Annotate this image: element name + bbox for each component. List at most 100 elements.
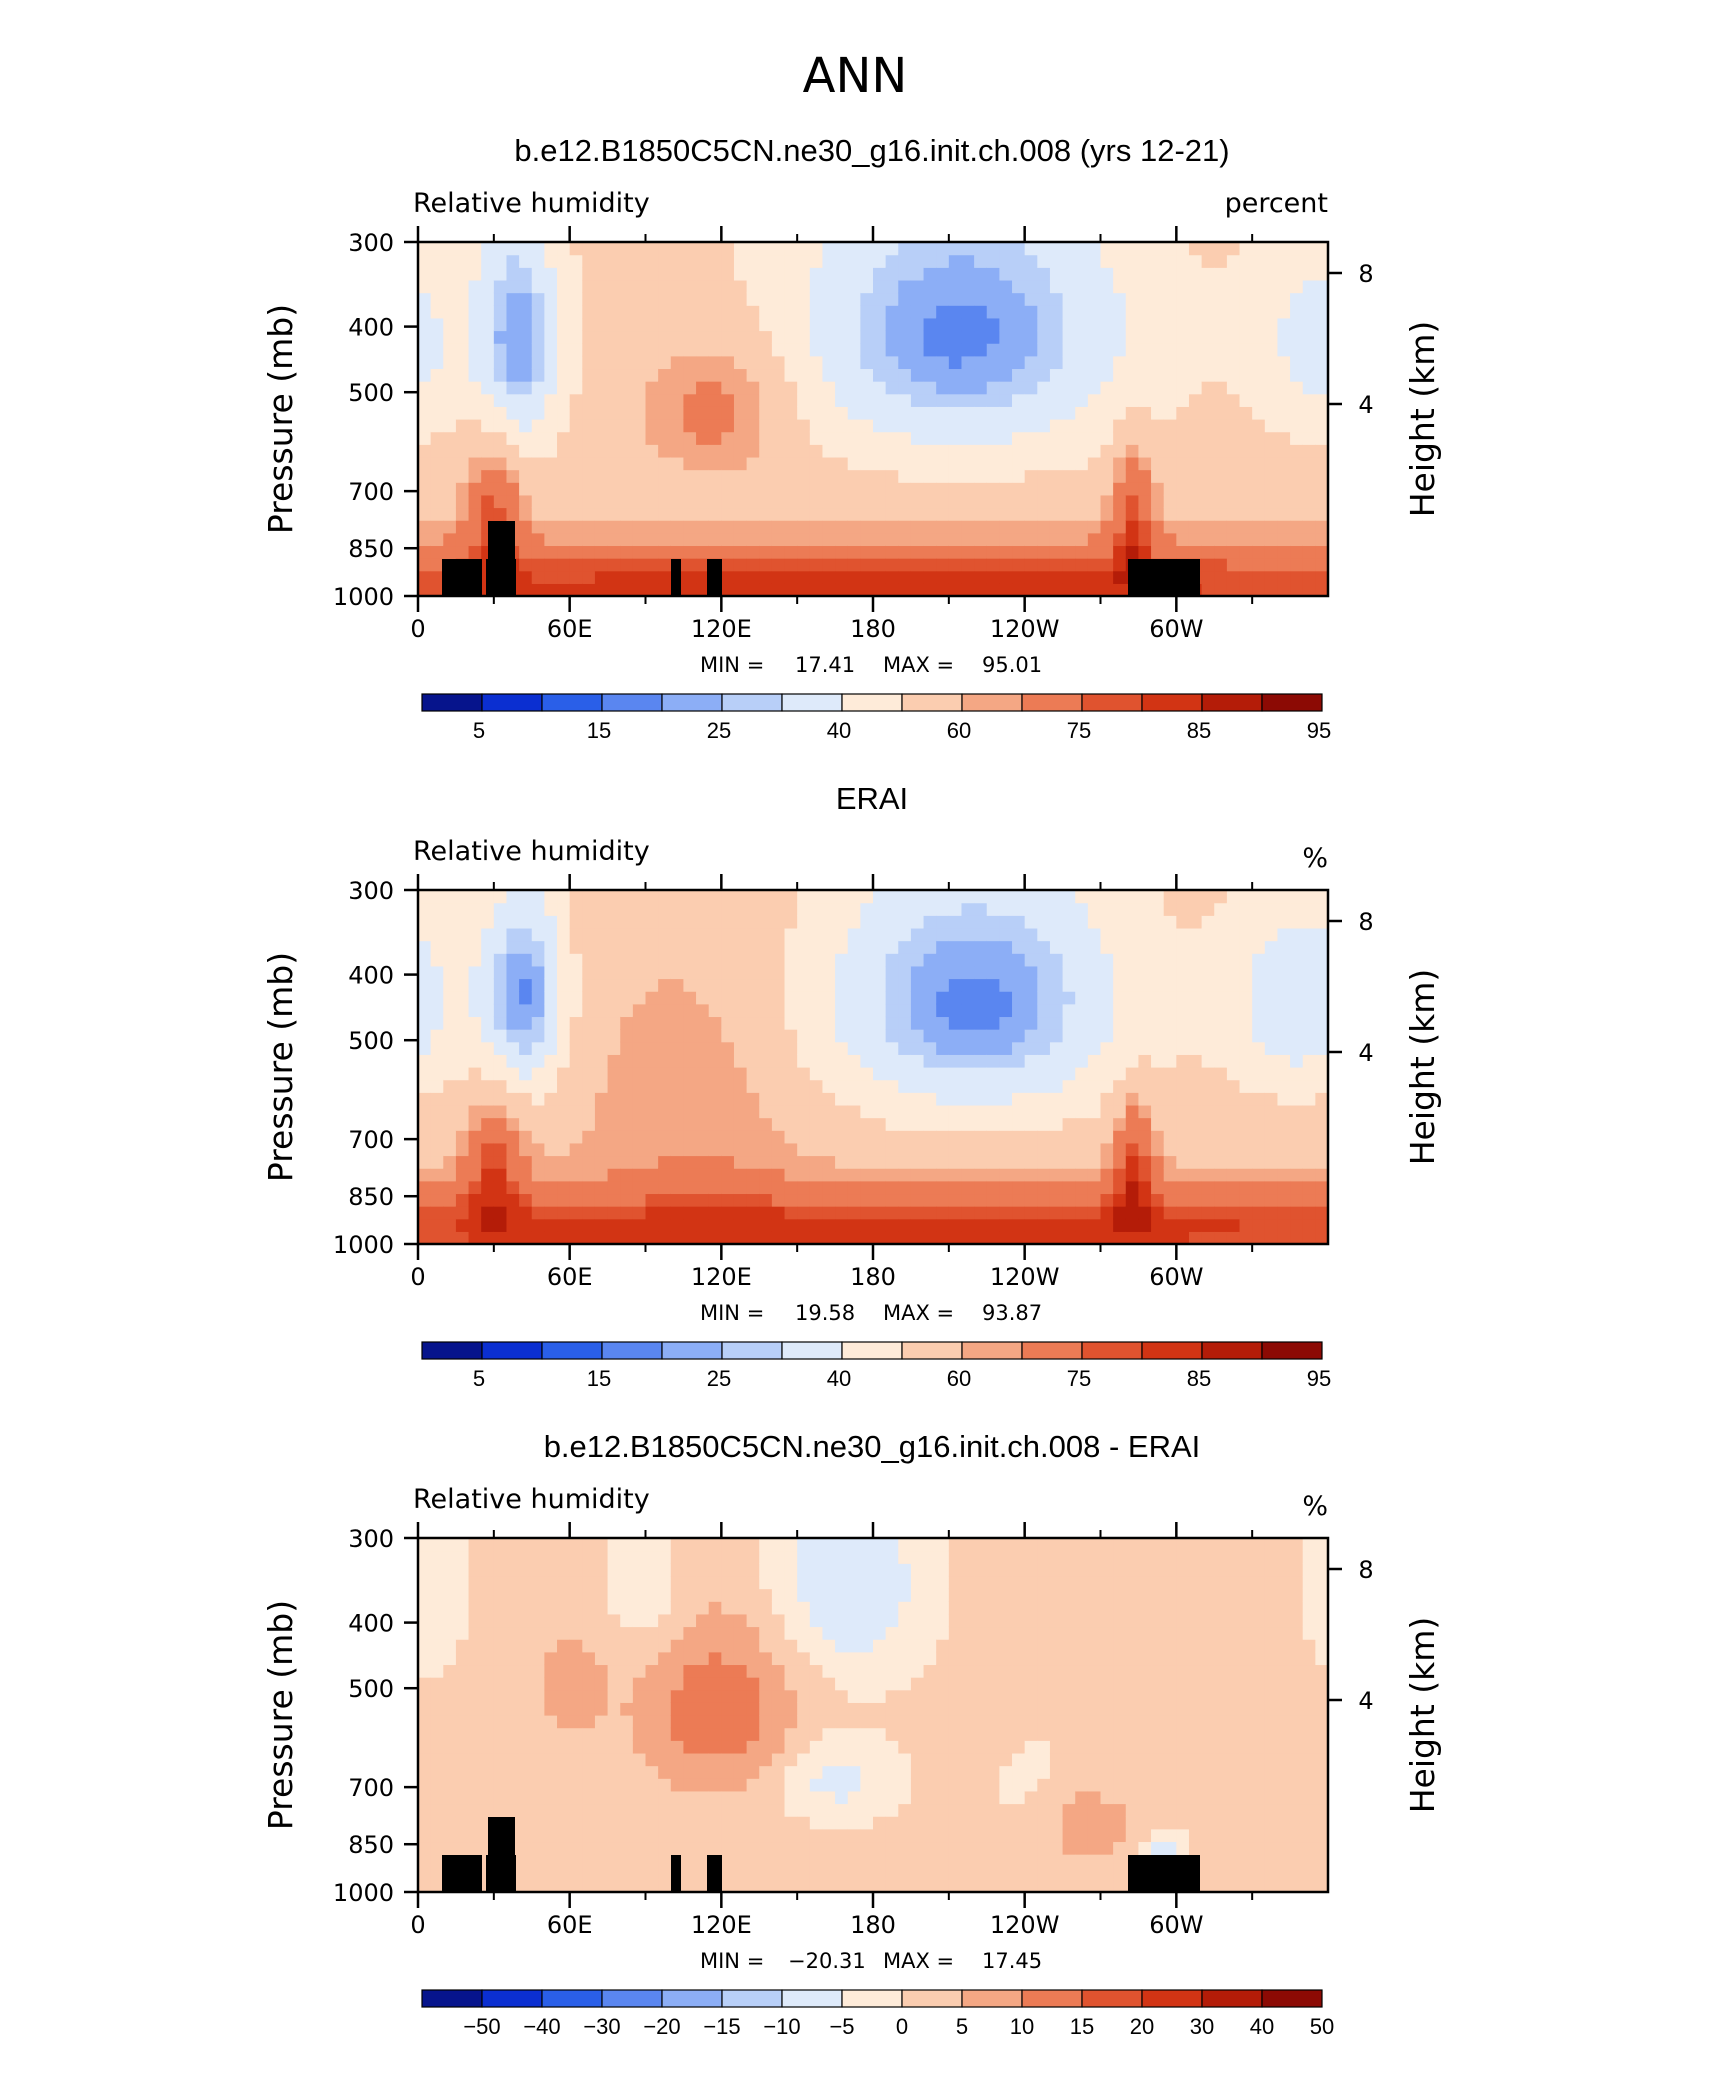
- field-cell: [455, 1790, 470, 1805]
- field-cell: [430, 1702, 444, 1716]
- field-cell: [733, 902, 748, 916]
- field-cell: [1012, 482, 1026, 496]
- field-cell: [1125, 242, 1140, 256]
- field-cell: [961, 570, 975, 584]
- field-cell: [847, 343, 861, 357]
- field-cell: [1125, 292, 1140, 306]
- field-cell: [506, 1193, 520, 1207]
- field-cell: [771, 532, 786, 547]
- field-cell: [1087, 583, 1102, 597]
- field-cell: [645, 419, 659, 433]
- field-cell: [910, 1067, 925, 1081]
- field-cell: [822, 456, 836, 471]
- field-cell: [1037, 507, 1051, 521]
- field-cell: [1302, 1130, 1316, 1144]
- field-cell: [569, 583, 583, 597]
- field-cell: [1049, 940, 1064, 954]
- field-cell: [733, 1563, 748, 1577]
- field-cell: [885, 1067, 899, 1081]
- field-cell: [923, 902, 937, 916]
- field-cell: [885, 1092, 899, 1106]
- field-cell: [531, 1016, 545, 1030]
- field-cell: [708, 1206, 722, 1220]
- field-cell: [1214, 343, 1228, 357]
- field-cell: [873, 368, 887, 382]
- field-cell: [1151, 279, 1165, 294]
- field-cell: [885, 456, 899, 471]
- field-cell: [645, 1740, 659, 1754]
- field-cell: [1201, 545, 1215, 559]
- field-cell: [1075, 368, 1089, 382]
- field-cell: [1214, 532, 1228, 547]
- field-cell: [582, 532, 596, 547]
- field-cell: [1302, 381, 1316, 395]
- field-cell: [455, 902, 470, 916]
- colorbar-label: 85: [1187, 718, 1211, 743]
- field-cell: [1062, 1041, 1076, 1055]
- field-cell: [733, 545, 748, 559]
- field-cell: [493, 1727, 508, 1741]
- field-cell: [1151, 940, 1165, 954]
- field-cell: [1138, 267, 1152, 281]
- field-cell: [721, 482, 735, 496]
- field-cell: [759, 1142, 773, 1157]
- field-cell: [443, 419, 457, 433]
- field-cell: [557, 494, 571, 509]
- field-cell: [1214, 965, 1228, 980]
- field-cell: [696, 1550, 710, 1564]
- field-cell: [594, 1193, 609, 1207]
- field-cell: [531, 1029, 545, 1043]
- field-cell: [809, 902, 824, 916]
- field-cell: [923, 532, 937, 547]
- field-cell: [1201, 507, 1215, 521]
- field-cell: [455, 545, 470, 559]
- field-cell: [620, 570, 634, 584]
- field-cell: [531, 330, 545, 344]
- field-cell: [1049, 978, 1064, 992]
- field-cell: [468, 1054, 482, 1068]
- field-cell: [835, 292, 849, 306]
- field-cell: [1163, 242, 1177, 256]
- field-cell: [670, 1029, 685, 1043]
- field-cell: [506, 1752, 520, 1767]
- field-cell: [670, 393, 685, 407]
- field-cell: [531, 1765, 545, 1779]
- field-cell: [809, 482, 824, 496]
- field-cell: [620, 991, 634, 1005]
- field-cell: [455, 1841, 470, 1855]
- field-cell: [1264, 1155, 1279, 1169]
- field-cell: [923, 393, 937, 407]
- field-cell: [1163, 330, 1177, 344]
- field-cell: [582, 406, 596, 420]
- field-cell: [443, 279, 457, 294]
- field-cell: [759, 431, 773, 445]
- field-cell: [1113, 1003, 1127, 1018]
- field-cell: [645, 1563, 659, 1577]
- field-cell: [1151, 1193, 1165, 1207]
- field-cell: [847, 1003, 861, 1018]
- field-cell: [910, 1041, 925, 1055]
- field-cell: [1012, 1079, 1026, 1093]
- field-cell: [948, 368, 963, 382]
- field-cell: [822, 1041, 836, 1055]
- field-cell: [544, 317, 558, 332]
- field-cell: [544, 292, 558, 306]
- field-cell: [658, 305, 672, 319]
- field-cell: [1049, 456, 1064, 471]
- field-cell: [1037, 978, 1051, 992]
- field-cell: [1024, 953, 1038, 967]
- field-cell: [670, 431, 685, 445]
- field-cell: [1226, 1130, 1241, 1144]
- field-cell: [1188, 1231, 1203, 1245]
- field-cell: [607, 254, 621, 268]
- field-cell: [430, 242, 444, 256]
- field-cell: [632, 1168, 647, 1182]
- field-cell: [683, 1130, 697, 1144]
- field-cell: [607, 545, 621, 559]
- field-cell: [898, 532, 912, 547]
- field-cell: [986, 520, 1000, 534]
- field-cell: [1138, 1003, 1152, 1018]
- field-cell: [1188, 305, 1203, 319]
- field-cell: [696, 1778, 710, 1792]
- field-cell: [1100, 991, 1114, 1005]
